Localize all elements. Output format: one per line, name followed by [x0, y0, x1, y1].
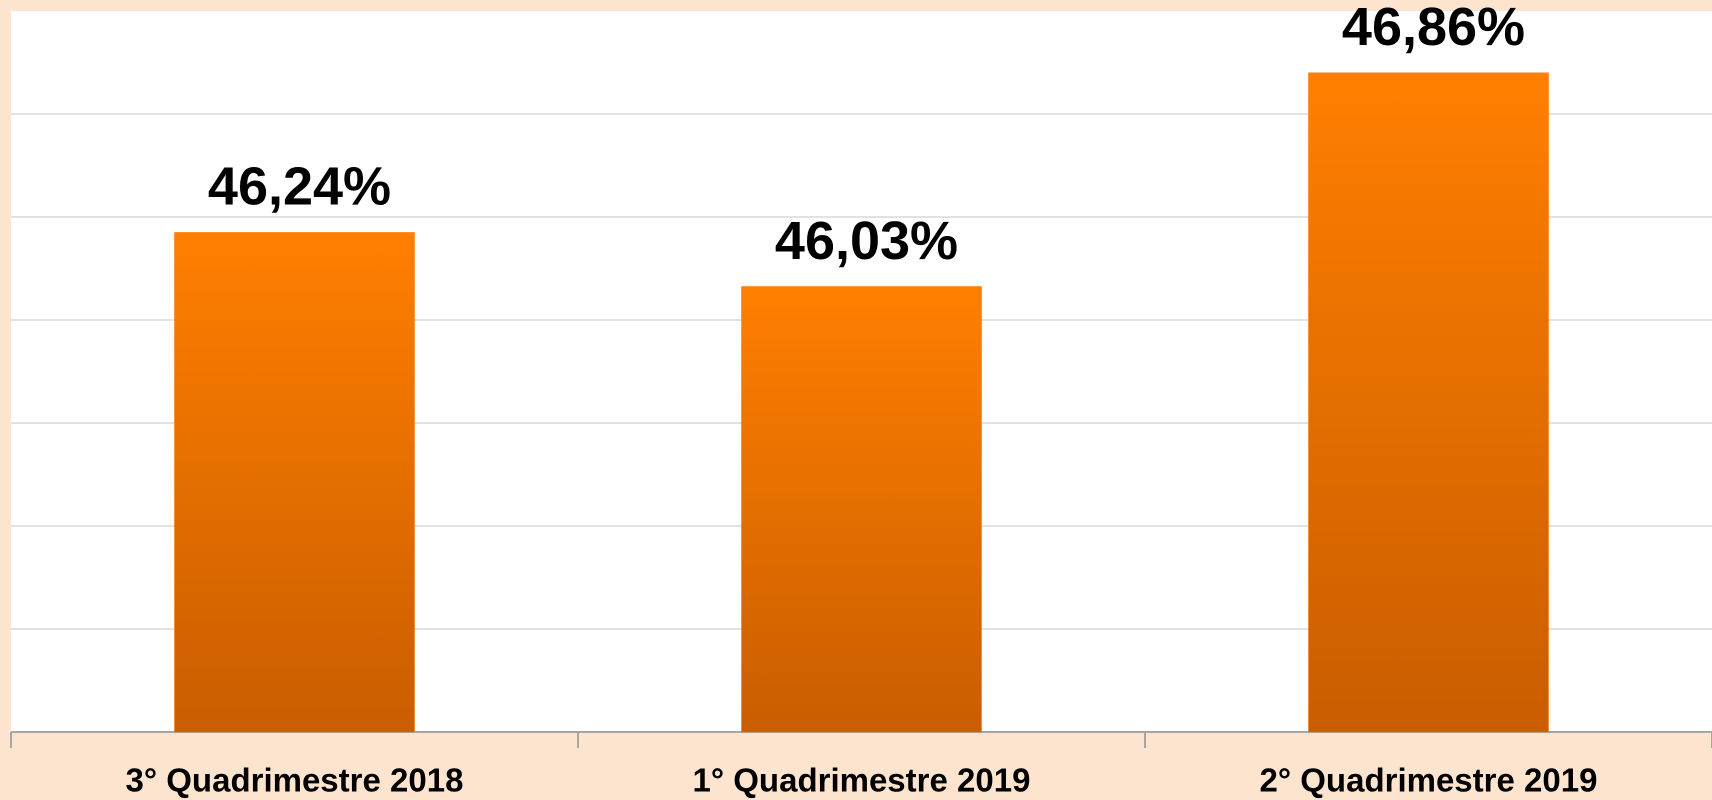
bar	[741, 286, 982, 733]
data-label: 46,24%	[208, 157, 391, 217]
x-tick-label: 3° Quadrimestre 2018	[126, 762, 464, 799]
bar	[174, 232, 415, 733]
bar	[1308, 72, 1549, 733]
data-label: 46,86%	[1342, 0, 1525, 57]
x-tick-label: 1° Quadrimestre 2019	[693, 762, 1031, 799]
data-label: 46,03%	[775, 211, 958, 271]
x-tick-label: 2° Quadrimestre 2019	[1260, 762, 1598, 799]
